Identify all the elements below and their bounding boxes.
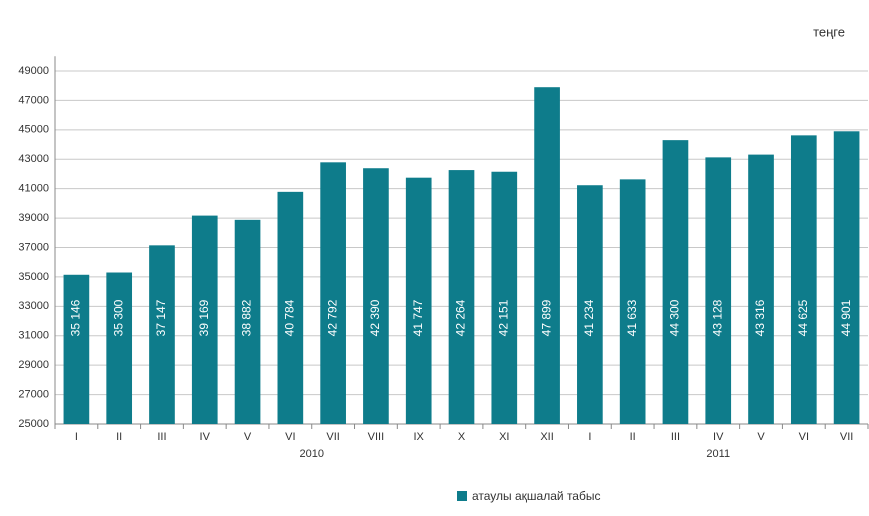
bar — [277, 191, 304, 424]
y-tick-label: 47000 — [18, 94, 49, 106]
y-tick-label: 29000 — [18, 359, 49, 371]
bar — [577, 185, 603, 424]
value-label: 38 882 — [240, 299, 254, 336]
bar — [63, 274, 90, 424]
bar — [149, 245, 175, 424]
value-label: 47 899 — [539, 299, 553, 336]
y-tick-label: 41000 — [18, 183, 49, 195]
y-tick-label: 27000 — [18, 388, 49, 400]
bar — [705, 157, 732, 424]
x-tick-label: VII — [326, 431, 339, 443]
x-tick-label: VI — [799, 431, 809, 443]
value-label: 39 169 — [197, 299, 211, 336]
x-tick-label: VII — [840, 431, 853, 443]
legend-label: атаулы ақшалай табыс — [472, 489, 600, 503]
x-tick-label: X — [458, 431, 466, 443]
bar — [234, 219, 261, 424]
bar — [363, 168, 389, 424]
bar — [320, 162, 346, 425]
value-label: 35 146 — [69, 299, 83, 336]
value-label: 42 151 — [496, 299, 510, 336]
value-label: 42 264 — [454, 299, 468, 336]
value-label: 43 128 — [710, 299, 724, 336]
bar — [790, 135, 817, 424]
value-label: 44 625 — [796, 299, 810, 336]
value-label: 44 300 — [668, 299, 682, 336]
x-tick-label: XII — [540, 431, 553, 443]
x-tick-label: XI — [499, 431, 509, 443]
x-tick-label: IV — [713, 431, 724, 443]
value-label: 42 792 — [325, 299, 339, 336]
x-tick-label: I — [588, 431, 591, 443]
value-label: 42 390 — [368, 299, 382, 336]
y-tick-label: 37000 — [18, 241, 49, 253]
bar — [448, 170, 475, 424]
group-label: 2010 — [299, 448, 323, 460]
bar — [534, 87, 560, 424]
value-label: 37 147 — [154, 299, 168, 336]
bar — [833, 131, 860, 425]
y-tick-label: 39000 — [18, 212, 49, 224]
x-tick-label: III — [157, 431, 166, 443]
bar — [405, 177, 432, 424]
value-label: 41 747 — [411, 299, 425, 336]
legend-swatch — [457, 491, 467, 501]
group-label: 2011 — [706, 448, 730, 460]
value-label: 44 901 — [839, 299, 853, 336]
y-tick-label: 49000 — [18, 65, 49, 77]
value-label: 40 784 — [283, 299, 297, 336]
bar — [662, 140, 689, 424]
x-tick-label: VIII — [368, 431, 385, 443]
x-tick-label: V — [244, 431, 252, 443]
y-tick-label: 45000 — [18, 124, 49, 136]
y-tick-label: 33000 — [18, 300, 49, 312]
x-tick-label: V — [757, 431, 765, 443]
bar — [619, 179, 646, 424]
bar — [106, 272, 133, 424]
x-tick-label: IX — [414, 431, 425, 443]
bar — [191, 215, 218, 424]
x-tick-label: IV — [200, 431, 211, 443]
y-tick-label: 43000 — [18, 153, 49, 165]
value-label: 35 300 — [111, 299, 125, 336]
y-tick-label: 31000 — [18, 330, 49, 342]
y-tick-label: 35000 — [18, 271, 49, 283]
value-label: 41 234 — [582, 299, 596, 336]
x-tick-label: VI — [285, 431, 295, 443]
x-tick-label: II — [630, 431, 636, 443]
value-label: 41 633 — [625, 299, 639, 336]
bar — [748, 154, 774, 424]
bar — [491, 171, 518, 424]
x-tick-label: III — [671, 431, 680, 443]
x-tick-label: II — [116, 431, 122, 443]
x-tick-label: I — [75, 431, 78, 443]
unit-label: теңге — [813, 24, 845, 39]
value-label: 43 316 — [753, 299, 767, 336]
y-tick-label: 25000 — [18, 418, 49, 430]
